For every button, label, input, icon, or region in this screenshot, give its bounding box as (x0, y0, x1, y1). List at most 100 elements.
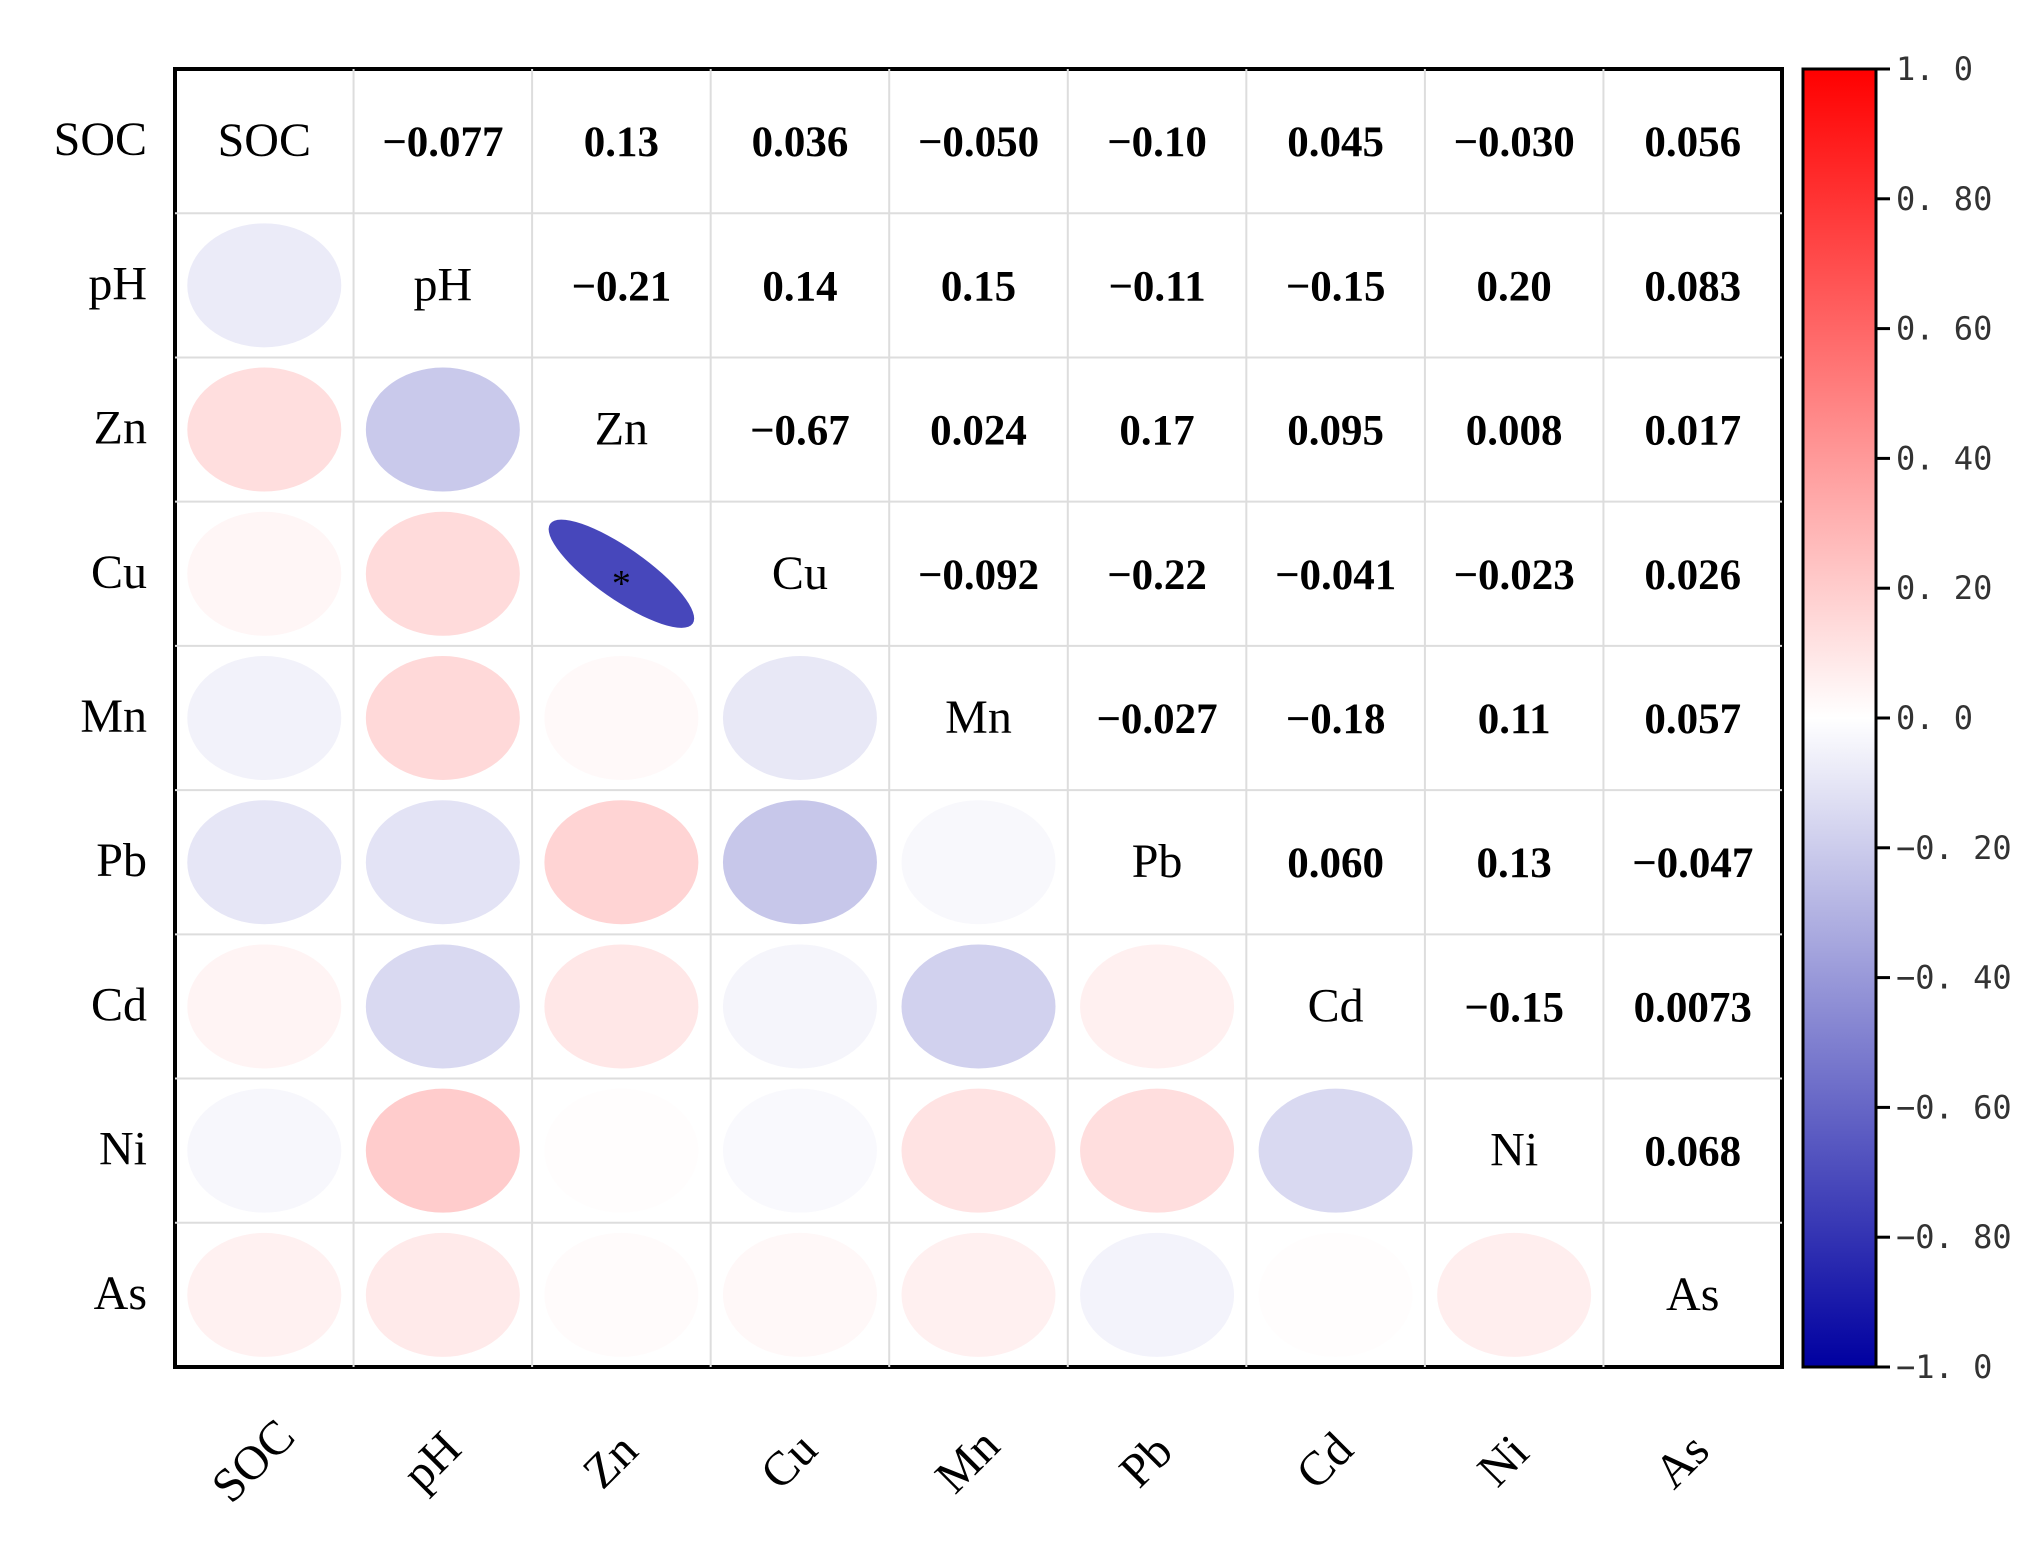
grid-layer (173, 67, 1784, 1369)
ellipse-Pb-pH (365, 800, 520, 925)
colorbar-tick-label: 1. 0 (1896, 50, 1973, 88)
ellipse-Ni-Pb (1080, 1088, 1235, 1213)
diagonal-label-Zn: Zn (595, 403, 648, 456)
y-axis-label-Cd: Cd (91, 978, 147, 1031)
significance-marker-Cu-Zn: * (612, 563, 631, 605)
y-axis-label-Cu: Cu (91, 546, 147, 599)
ellipse-As-Ni (1437, 1232, 1592, 1357)
colorbar-tick-label: 0. 40 (1896, 439, 1992, 477)
value-label-Mn-Cd: −0.18 (1286, 696, 1386, 743)
ellipse-As-SOC (187, 1232, 342, 1357)
ellipse-Cd-Zn (544, 944, 699, 1069)
value-label-SOC-Cd: 0.045 (1287, 119, 1384, 166)
ellipse-Mn-Zn (544, 656, 699, 780)
ellipse-Pb-Mn (901, 800, 1056, 925)
ellipse-layer (187, 223, 1592, 1357)
value-label-SOC-As: 0.056 (1644, 119, 1741, 166)
value-label-Cu-Cd: −0.041 (1275, 552, 1396, 599)
value-label-Cd-As: 0.0073 (1634, 984, 1752, 1031)
value-label-pH-Zn: −0.21 (572, 263, 672, 310)
value-label-Cu-Pb: −0.22 (1107, 552, 1207, 599)
value-label-Pb-Ni: 0.13 (1477, 840, 1552, 887)
ellipse-Ni-Cu (722, 1088, 877, 1213)
ellipse-Cd-pH (365, 944, 520, 1069)
ellipse-As-pH (365, 1232, 520, 1357)
colorbar-tick-label: −1. 0 (1896, 1348, 1992, 1386)
value-label-pH-Ni: 0.20 (1477, 263, 1552, 310)
value-label-Cu-Mn: −0.092 (918, 552, 1039, 599)
ellipse-Cu-SOC (187, 511, 342, 636)
value-label-pH-Mn: 0.15 (941, 263, 1016, 310)
value-label-Zn-Ni: 0.008 (1466, 408, 1563, 455)
diagonal-label-pH: pH (413, 258, 472, 311)
ellipse-As-Pb (1080, 1232, 1235, 1357)
diagonal-label-Cd: Cd (1308, 979, 1364, 1032)
value-label-Cd-Ni: −0.15 (1464, 984, 1564, 1031)
ellipse-Ni-SOC (187, 1088, 342, 1213)
ellipse-Cu-Zn (548, 519, 695, 628)
colorbar-layer: 1. 0 0. 80 0. 60 0. 40 0. 20 0. 0 −0. 20 −0. 40… (1801, 50, 2012, 1386)
value-label-Cu-Ni: −0.023 (1454, 552, 1575, 599)
value-label-Zn-Pb: 0.17 (1119, 408, 1194, 455)
ellipse-Mn-pH (365, 656, 520, 780)
ellipse-Cu-pH (365, 511, 520, 636)
ellipse-Pb-Cu (722, 800, 877, 925)
y-axis-label-Zn: Zn (94, 402, 147, 455)
diagonal-label-Pb: Pb (1132, 835, 1183, 888)
diagonal-label-Mn: Mn (945, 691, 1012, 744)
diagonal-label-Ni: Ni (1490, 1124, 1538, 1177)
value-label-Mn-Ni: 0.11 (1478, 696, 1551, 743)
text-layer: * SOC −0.077 0.13 0.036 −0.050 −0.10 0.045 −0.03… (218, 114, 1754, 1321)
value-label-pH-Cu: 0.14 (762, 263, 837, 310)
value-label-pH-As: 0.083 (1644, 263, 1741, 310)
plot-frame (173, 67, 1784, 1369)
colorbar-tick-label: 0. 20 (1896, 569, 1992, 607)
ellipse-Mn-SOC (187, 656, 342, 780)
ellipse-Ni-Cd (1258, 1088, 1413, 1213)
colorbar-tick-label: 0. 0 (1896, 699, 1973, 737)
value-label-Cu-As: 0.026 (1644, 552, 1741, 599)
value-label-SOC-Ni: −0.030 (1454, 119, 1575, 166)
ellipse-Cd-Mn (901, 944, 1056, 1069)
ellipse-Zn-pH (365, 367, 520, 492)
diagonal-label-As: As (1666, 1268, 1719, 1321)
ellipse-Pb-Zn (544, 800, 699, 925)
value-label-Zn-Mn: 0.024 (930, 408, 1027, 455)
y-axis-label-As: As (94, 1267, 147, 1320)
colorbar-tick-label: −0. 60 (1896, 1088, 2012, 1126)
ellipse-Mn-Cu (722, 656, 877, 780)
value-label-SOC-Pb: −0.10 (1107, 119, 1207, 166)
value-label-Ni-As: 0.068 (1644, 1129, 1741, 1176)
value-label-SOC-pH: −0.077 (382, 119, 503, 166)
value-label-Zn-Cu: −0.67 (750, 408, 850, 455)
ellipse-Pb-SOC (187, 800, 342, 925)
y-axis-label-Ni: Ni (99, 1123, 147, 1176)
value-label-Mn-As: 0.057 (1644, 696, 1741, 743)
ellipse-Cd-Pb (1080, 944, 1235, 1069)
ellipse-Ni-Zn (544, 1088, 699, 1213)
value-label-SOC-Cu: 0.036 (752, 119, 849, 166)
y-axis-label-pH: pH (88, 257, 147, 310)
colorbar-tick-label: −0. 40 (1896, 959, 2012, 997)
colorbar-tick-label: −0. 80 (1896, 1218, 2012, 1256)
value-label-SOC-Zn: 0.13 (584, 119, 659, 166)
ellipse-Cd-SOC (187, 944, 342, 1069)
ellipse-As-Cd (1258, 1232, 1413, 1357)
ellipse-Ni-Mn (901, 1088, 1056, 1213)
y-axis-label-Pb: Pb (96, 834, 147, 887)
ellipse-As-Mn (901, 1232, 1056, 1357)
value-label-pH-Cd: −0.15 (1286, 263, 1386, 310)
y-axis-label-SOC: SOC (54, 113, 147, 166)
ellipse-Ni-pH (365, 1088, 520, 1213)
value-label-Mn-Pb: −0.027 (1096, 696, 1217, 743)
ellipse-As-Zn (544, 1232, 699, 1357)
colorbar-tick-label: −0. 20 (1896, 829, 2012, 867)
diagonal-label-Cu: Cu (772, 547, 828, 600)
value-label-pH-Pb: −0.11 (1108, 263, 1205, 310)
ellipse-Zn-SOC (187, 367, 342, 492)
value-label-Zn-As: 0.017 (1644, 408, 1741, 455)
ellipse-pH-SOC (187, 223, 342, 348)
ellipse-Cd-Cu (722, 944, 877, 1069)
ellipse-As-Cu (722, 1232, 877, 1357)
